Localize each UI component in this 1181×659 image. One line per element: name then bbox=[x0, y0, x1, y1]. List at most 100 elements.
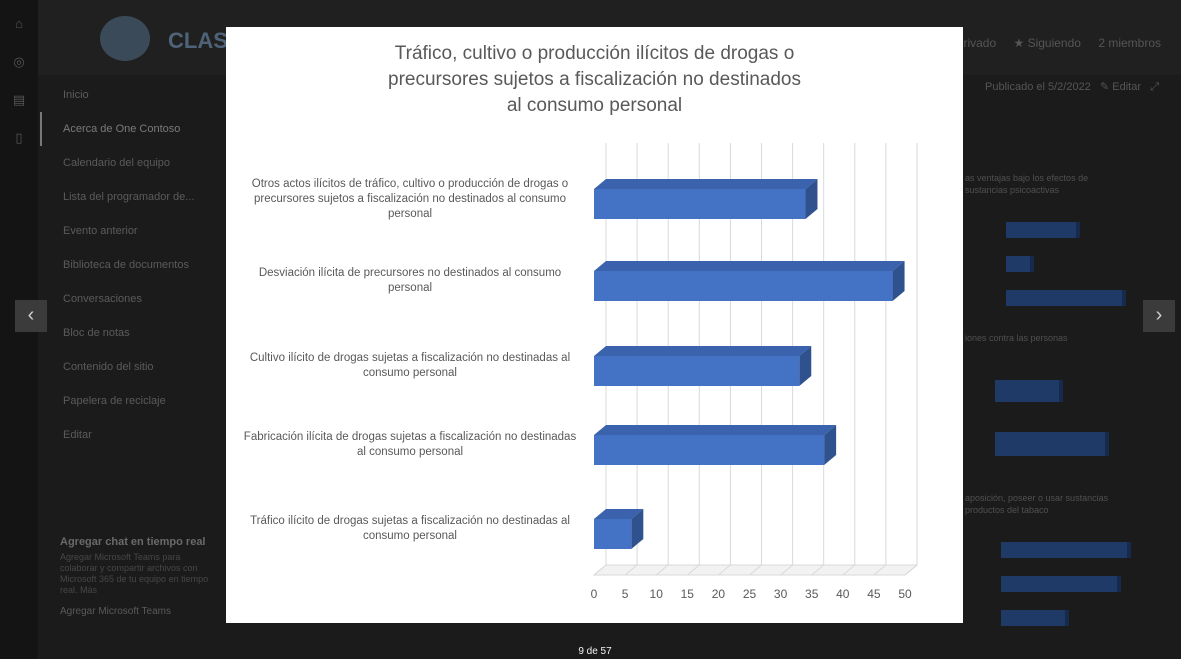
category-label-line: Cultivo ilícito de drogas sujetas a fisc… bbox=[249, 352, 571, 364]
bg-chart-title-2: iones contra las personas bbox=[965, 333, 1068, 343]
news-icon[interactable]: ▤ bbox=[12, 92, 26, 107]
chart-title-line: Tráfico, cultivo o producción ilícitos d… bbox=[394, 43, 795, 64]
category-label: Cultivo ilícito de drogas sujetas a fisc… bbox=[234, 351, 586, 381]
category-label-line: consumo personal bbox=[363, 530, 457, 542]
gridline-floor bbox=[624, 564, 638, 576]
gridline-floor bbox=[655, 564, 669, 576]
x-tick-label: 10 bbox=[650, 587, 664, 601]
teams-chat-promo: Agregar chat en tiempo real Agregar Micr… bbox=[60, 536, 210, 617]
chevron-right-icon: › bbox=[1155, 304, 1163, 326]
bg-bar bbox=[1006, 290, 1126, 306]
previous-image-button[interactable]: ‹ bbox=[15, 300, 47, 332]
category-label-line: Desviación ilícita de precursores no des… bbox=[258, 267, 562, 279]
nav-item-bloc[interactable]: Bloc de notas bbox=[63, 327, 130, 339]
bg-chart-title-1: as ventajas bajo los efectos de sustanci… bbox=[965, 173, 1089, 195]
chart-title-line: al consumo personal bbox=[506, 95, 683, 116]
x-tick-label: 40 bbox=[836, 587, 850, 601]
privacy-label: rivado bbox=[963, 36, 997, 50]
category-label: Fabricación ilícita de drogas sujetas a … bbox=[234, 430, 586, 460]
category-label-line: precursores sujetos a fiscalización no d… bbox=[254, 192, 566, 205]
globe-icon[interactable]: ◎ bbox=[13, 54, 25, 69]
bar bbox=[594, 271, 893, 301]
category-label: Tráfico ilícito de drogas sujetas a fisc… bbox=[234, 514, 586, 544]
bg-bar bbox=[1006, 222, 1080, 238]
site-nav: Inicio Acerca de One Contoso Calendario … bbox=[40, 78, 220, 452]
gridline-floor bbox=[842, 564, 856, 576]
bg-bar bbox=[1006, 256, 1034, 272]
x-tick-label: 15 bbox=[681, 587, 695, 601]
category-label-line: personal bbox=[387, 282, 433, 294]
category-label: Desviación ilícita de precursores no des… bbox=[234, 266, 586, 296]
x-tick-label: 45 bbox=[867, 587, 881, 601]
category-label-line: Fabricación ilícita de drogas sujetas a … bbox=[243, 431, 577, 443]
image-viewer-modal: Tráfico, cultivo o producción ilícitos d… bbox=[226, 27, 963, 623]
bar-top bbox=[594, 261, 905, 271]
bar-side bbox=[824, 425, 837, 465]
home-icon[interactable]: ⌂ bbox=[15, 16, 23, 31]
gridline-floor bbox=[686, 564, 700, 576]
x-tick-label: 5 bbox=[622, 587, 629, 601]
bar-side bbox=[799, 346, 812, 386]
nav-item-inicio[interactable]: Inicio bbox=[63, 89, 89, 101]
bar-chart: 0 5 10 15 20 25 30 35 40 45 50 bbox=[591, 143, 919, 601]
nav-item-programador[interactable]: Lista del programador de... bbox=[63, 191, 195, 203]
x-tick-label: 30 bbox=[774, 587, 788, 601]
gridline-floor bbox=[811, 564, 825, 576]
bar-top bbox=[594, 425, 837, 435]
x-tick-label: 50 bbox=[898, 587, 912, 601]
bar-side bbox=[805, 179, 818, 219]
bar-top bbox=[594, 509, 644, 519]
nav-item-evento[interactable]: Evento anterior bbox=[63, 225, 138, 237]
x-tick-label: 35 bbox=[805, 587, 819, 601]
members-button[interactable]: 2 miembros bbox=[1098, 36, 1161, 50]
chat-title: Agregar chat en tiempo real bbox=[60, 536, 206, 548]
bar bbox=[594, 519, 632, 549]
bg-bar bbox=[995, 380, 1063, 402]
category-label-line: consumo personal bbox=[363, 367, 457, 379]
bar-side bbox=[631, 509, 644, 549]
next-image-button[interactable]: › bbox=[1143, 300, 1175, 332]
gridline-floor bbox=[873, 564, 887, 576]
nav-item-calendario[interactable]: Calendario del equipo bbox=[63, 157, 171, 169]
add-teams-link[interactable]: Agregar Microsoft Teams bbox=[60, 606, 171, 617]
chart-title: Tráfico, cultivo o producción ilícitos d… bbox=[226, 41, 963, 119]
category-label-line: al consumo personal bbox=[356, 446, 464, 458]
bar bbox=[594, 356, 800, 386]
gridline-floor bbox=[593, 564, 607, 576]
x-tick-label: 25 bbox=[743, 587, 757, 601]
following-button[interactable]: ★ Siguiendo bbox=[1013, 36, 1081, 50]
bg-bar bbox=[1001, 576, 1121, 592]
bg-chart-title-3: aposición, poseer o usar sustancias prod… bbox=[965, 493, 1109, 515]
nav-item-papelera[interactable]: Papelera de reciclaje bbox=[63, 395, 166, 407]
x-tick-label: 20 bbox=[712, 587, 726, 601]
chart-title-line: precursores sujetos a fiscalización no d… bbox=[388, 69, 801, 90]
expand-icon[interactable]: ⤢ bbox=[1150, 81, 1159, 93]
nav-item-editar[interactable]: Editar bbox=[63, 429, 92, 441]
bg-bar bbox=[1001, 542, 1131, 558]
category-label-line: Otros actos ilícitos de tráfico, cultivo… bbox=[251, 177, 569, 190]
gridline-floor bbox=[749, 564, 762, 576]
bar bbox=[594, 189, 806, 219]
nav-item-acerca[interactable]: Acerca de One Contoso bbox=[40, 112, 220, 146]
bar bbox=[594, 435, 825, 465]
bg-bar bbox=[1001, 610, 1069, 626]
bar-side bbox=[892, 261, 905, 301]
file-icon[interactable]: ▯ bbox=[15, 130, 23, 145]
category-label-line: personal bbox=[387, 207, 433, 220]
nav-item-biblioteca[interactable]: Biblioteca de documentos bbox=[63, 259, 189, 271]
x-tick-label: 0 bbox=[591, 587, 598, 601]
edit-button[interactable]: Editar bbox=[1112, 81, 1142, 93]
published-date: Publicado el 5/2/2022 bbox=[985, 81, 1091, 93]
chevron-left-icon: ‹ bbox=[27, 304, 35, 326]
chat-description: Agregar Microsoft Teams para colaborar y… bbox=[60, 552, 209, 595]
gridline-floor bbox=[718, 564, 731, 576]
image-counter: 9 de 57 bbox=[578, 646, 612, 657]
publish-info: Publicado el 5/2/2022 ✎ Editar ⤢ bbox=[985, 80, 1159, 94]
nav-item-contenido[interactable]: Contenido del sitio bbox=[63, 361, 154, 373]
bg-bar bbox=[995, 432, 1109, 456]
gridline-floor bbox=[780, 564, 793, 576]
pencil-icon: ✎ bbox=[1099, 81, 1110, 93]
nav-item-conversaciones[interactable]: Conversaciones bbox=[63, 293, 142, 305]
bar-top bbox=[594, 179, 818, 189]
site-logo bbox=[100, 16, 150, 61]
